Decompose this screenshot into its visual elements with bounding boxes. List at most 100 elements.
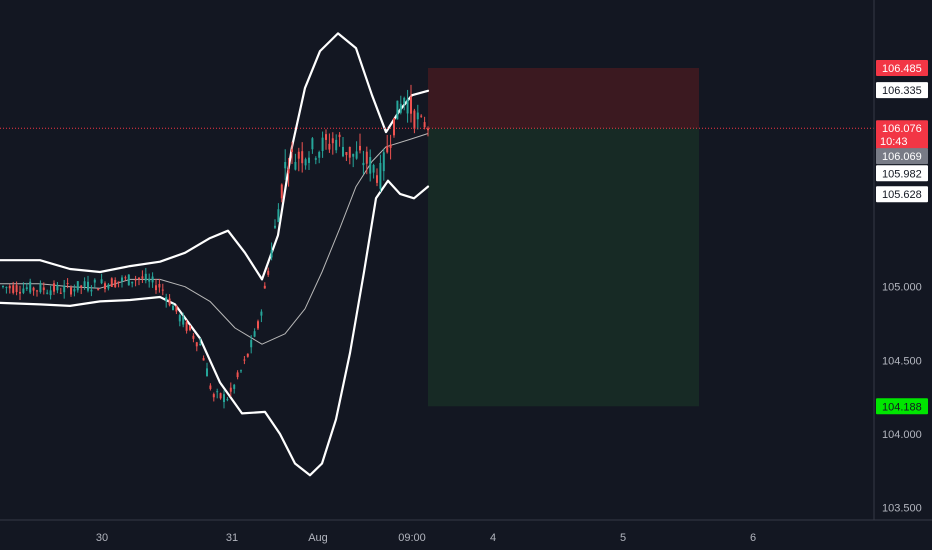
candle-body <box>423 122 426 128</box>
price-tick-label: 105.000 <box>882 282 922 294</box>
candle-body <box>63 285 66 293</box>
candle-body <box>216 391 219 393</box>
candle-body <box>121 277 123 282</box>
price-tick-label: 103.500 <box>882 503 922 515</box>
candle-body <box>100 279 103 284</box>
candle-body <box>403 97 406 104</box>
candle-body <box>59 292 62 294</box>
candle-body <box>311 138 314 150</box>
candle-body <box>151 276 154 283</box>
candle-body <box>127 274 130 286</box>
candle-body <box>25 287 28 290</box>
price-badge-label: 106.335 <box>882 85 922 97</box>
candle-body <box>80 285 83 288</box>
candle-body <box>416 112 419 120</box>
band-line-upper <box>0 32 430 281</box>
candle-body <box>345 152 348 156</box>
candle-body <box>202 358 205 361</box>
candle-body <box>19 291 21 294</box>
candle-body <box>32 287 35 291</box>
candle-body <box>389 144 392 148</box>
candle-body <box>314 158 317 160</box>
candle-body <box>131 281 134 284</box>
candle-body <box>117 281 120 283</box>
bollinger-bands <box>0 32 430 477</box>
candle-body <box>308 157 310 163</box>
candle-body <box>365 151 368 164</box>
candle-body <box>246 353 249 357</box>
candle-body <box>321 137 324 152</box>
candle-body <box>93 279 96 283</box>
candle-body <box>46 292 49 294</box>
candle-body <box>212 394 215 398</box>
time-tick-label: 6 <box>750 532 756 544</box>
candle-body <box>396 100 399 120</box>
candle-body <box>240 370 242 372</box>
candle-body <box>172 305 174 311</box>
candle-body <box>284 161 287 169</box>
price-badge-bg <box>876 82 928 99</box>
candle-body <box>328 143 331 150</box>
candle-body <box>182 316 185 325</box>
candle-body <box>226 399 229 401</box>
candle-body <box>42 287 45 291</box>
candle-body <box>110 278 113 287</box>
price-badge-bg <box>876 398 928 415</box>
candle-body <box>53 283 55 292</box>
candle-body <box>83 281 86 287</box>
candle-body <box>304 159 307 166</box>
candle-body <box>2 286 4 288</box>
candle-body <box>325 134 327 140</box>
candle-body <box>280 184 283 199</box>
price-badge-bg <box>876 60 928 76</box>
price-badge-label: 104.188 <box>882 401 922 413</box>
candle-body <box>56 284 59 291</box>
candle-body <box>393 118 395 136</box>
price-axis[interactable]: 103.500 104.000 104.500 105.000 <box>882 282 922 515</box>
time-tick-label: 09:00 <box>398 532 426 544</box>
price-badge-label: 106.069 <box>882 151 922 163</box>
candle-body <box>192 335 195 339</box>
time-tick-label: 5 <box>620 532 626 544</box>
candle-body <box>161 289 164 291</box>
candle-body <box>420 115 423 117</box>
candle-body <box>49 290 52 296</box>
candle-body <box>379 162 382 189</box>
candle-body <box>12 285 15 293</box>
position-zones[interactable] <box>428 68 699 407</box>
candle-body <box>195 342 198 347</box>
candle-body <box>148 278 151 282</box>
price-badge-bg <box>876 165 928 182</box>
candle-body <box>209 385 212 389</box>
candle-body <box>382 152 385 172</box>
candle-body <box>114 280 117 288</box>
candle-body <box>233 384 236 389</box>
candle-body <box>199 343 202 346</box>
price-badge-bg <box>876 120 928 137</box>
time-tick-label: 31 <box>226 532 238 544</box>
price-badge-bg <box>876 186 928 203</box>
candle-body <box>260 311 263 316</box>
band-line-lower <box>0 179 430 477</box>
price-tick-label: 104.500 <box>882 355 922 367</box>
time-axis[interactable]: 30 31 Aug 09:00 4 5 6 <box>96 532 756 544</box>
candle-body <box>155 285 157 291</box>
candle-body <box>158 283 161 288</box>
candle-body <box>376 175 378 183</box>
candle-body <box>124 277 127 279</box>
candle-body <box>87 281 89 291</box>
candle-body <box>22 288 25 293</box>
candle-body <box>70 287 72 295</box>
candle-body <box>243 359 246 361</box>
candle-body <box>274 225 276 228</box>
candle-body <box>253 331 256 337</box>
candle-body <box>66 283 69 285</box>
candle-body <box>270 250 273 258</box>
candle-body <box>219 393 222 399</box>
candle-body <box>267 270 270 275</box>
candle-body <box>342 146 344 157</box>
price-badge-label: 105.982 <box>882 168 922 180</box>
